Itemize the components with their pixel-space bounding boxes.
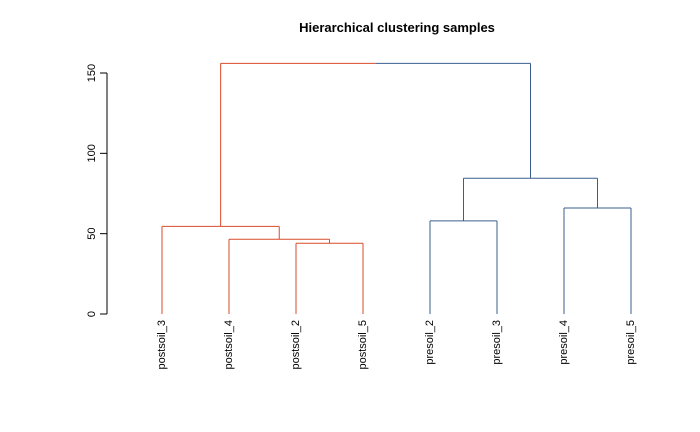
leaf-label-presoil_5: presoil_5	[625, 320, 637, 365]
leaf-label-presoil_2: presoil_2	[424, 320, 436, 365]
y-tick-label: 150	[86, 64, 98, 82]
leaf-label-presoil_3: presoil_3	[491, 320, 503, 365]
y-tick-label: 0	[86, 311, 98, 317]
leaf-label-postsoil_5: postsoil_5	[357, 320, 369, 370]
chart-title: Hierarchical clustering samples	[299, 20, 495, 35]
y-tick-label: 100	[86, 144, 98, 162]
leaf-label-postsoil_4: postsoil_4	[223, 320, 235, 370]
y-axis: 0 50 100 150	[86, 64, 108, 317]
leaf-label-postsoil_2: postsoil_2	[290, 320, 302, 370]
leaf-label-presoil_4: presoil_4	[558, 320, 570, 365]
leaf-label-postsoil_3: postsoil_3	[156, 320, 168, 370]
dendrogram-branches	[161, 62, 632, 314]
y-tick-label: 50	[86, 228, 98, 240]
leaf-labels: postsoil_3 postsoil_4 postsoil_2 postsoil_5…	[156, 320, 637, 370]
